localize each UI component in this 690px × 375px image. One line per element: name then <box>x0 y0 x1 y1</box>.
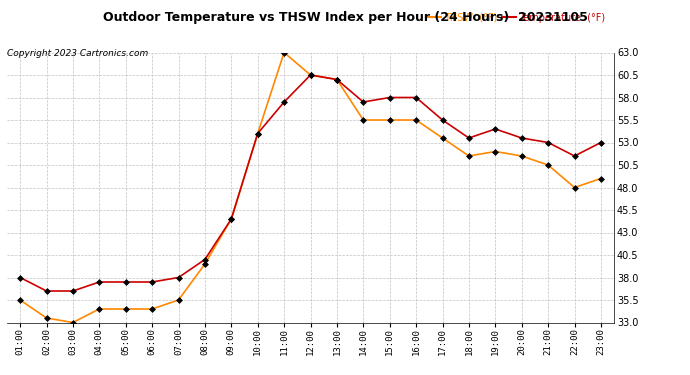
Text: Copyright 2023 Cartronics.com: Copyright 2023 Cartronics.com <box>7 49 148 58</box>
Legend: THSW  (°F), Temperature  (°F): THSW (°F), Temperature (°F) <box>422 9 609 27</box>
Text: Outdoor Temperature vs THSW Index per Hour (24 Hours)  20231105: Outdoor Temperature vs THSW Index per Ho… <box>103 11 587 24</box>
